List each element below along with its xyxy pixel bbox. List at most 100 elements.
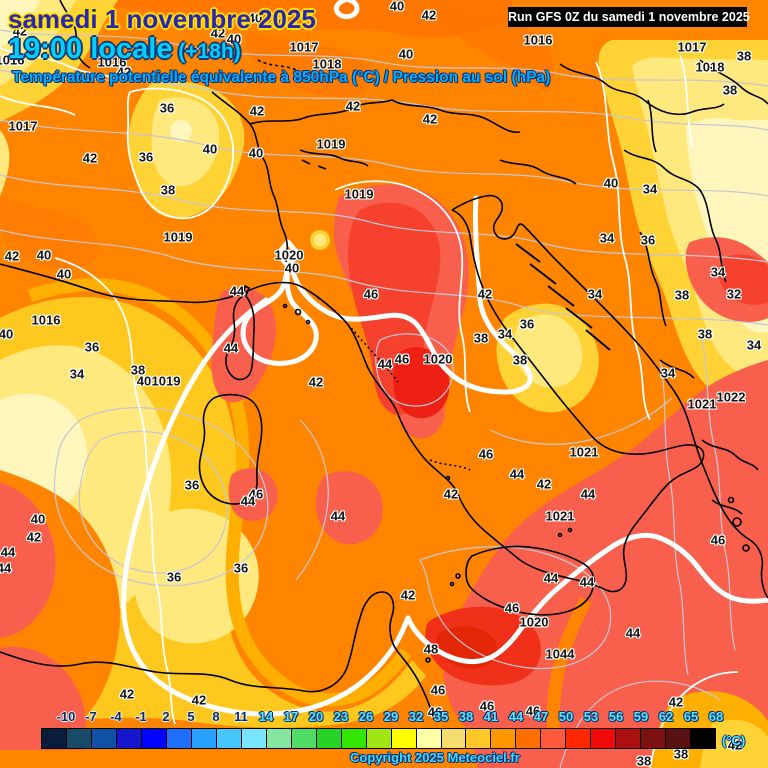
theta-e-label: 38 <box>673 746 689 762</box>
pressure-label: 1021 <box>569 444 599 460</box>
colorbar-tick: 44 <box>508 709 524 724</box>
theta-e-label: 40 <box>226 31 242 47</box>
theta-e-label: 32 <box>726 286 742 302</box>
colorbar-tick: 38 <box>458 709 474 724</box>
pressure-label: 1016 <box>523 32 553 48</box>
colorbar-tick: 50 <box>558 709 574 724</box>
colorbar-tick: 26 <box>358 709 374 724</box>
colorbar-cell <box>166 729 192 748</box>
theta-e-label: 40 <box>398 46 414 62</box>
theta-e-label: 46 <box>394 351 410 367</box>
theta-e-label: 44 <box>0 560 12 576</box>
theta-e-label: 34 <box>710 264 726 280</box>
theta-e-label: 40 <box>0 326 14 342</box>
colorbar-tick: 35 <box>433 709 449 724</box>
theta-e-label: 40 <box>247 10 263 26</box>
colorbar-cell <box>141 729 167 748</box>
theta-e-label: 44 <box>229 283 245 299</box>
map-subtitle: Température potentielle équivalente à 85… <box>12 69 551 86</box>
colorbar-tick: -4 <box>110 709 122 724</box>
theta-e-label: 40 <box>30 511 46 527</box>
theta-e-label: 44 <box>330 508 346 524</box>
theta-e-label: 44 <box>625 625 641 641</box>
theta-e-label: 42 <box>421 7 437 23</box>
pressure-label: 1017 <box>289 39 319 55</box>
colorbar-cell <box>441 729 467 748</box>
colorbar-cell <box>266 729 292 748</box>
colorbar-cell <box>91 729 117 748</box>
theta-e-label: 40 <box>270 15 286 31</box>
theta-e-label: 38 <box>697 326 713 342</box>
theta-e-label: 44 <box>377 356 393 372</box>
colorbar-tick: 47 <box>533 709 549 724</box>
theta-e-label: 42 <box>400 587 416 603</box>
theta-e-label: 44 <box>240 493 256 509</box>
colorbar-cell <box>516 729 542 748</box>
theta-e-label: 42 <box>191 692 207 708</box>
date-title: samedi 1 novembre 2025 <box>8 4 316 34</box>
pressure-label: 1017 <box>8 118 38 134</box>
pressure-label: 1019 <box>163 229 193 245</box>
pressure-label: 1019 <box>344 186 374 202</box>
theta-e-label: 38 <box>636 753 652 768</box>
colorbar-tick: -7 <box>85 709 97 724</box>
colorbar-cell <box>366 729 392 748</box>
colorbar-cell <box>191 729 217 748</box>
forecast-offset: (+18h) <box>172 40 241 63</box>
pressure-label: 1022 <box>716 389 746 405</box>
colorbar-cell <box>416 729 442 748</box>
colorbar-cell <box>391 729 417 748</box>
theta-e-label: 40 <box>603 175 619 191</box>
pressure-label: 1018 <box>695 59 725 75</box>
colorbar-tick: 65 <box>683 709 699 724</box>
theta-e-label: 42 <box>26 529 42 545</box>
colorbar-cell <box>66 729 92 748</box>
colorbar-tick: 5 <box>187 709 195 724</box>
pressure-label: 1020 <box>274 247 304 263</box>
theta-e-label: 38 <box>674 287 690 303</box>
colorbar-cell <box>666 729 692 748</box>
theta-e-label: 42 <box>210 25 226 41</box>
pressure-label: 1021 <box>687 396 717 412</box>
theta-e-label: 34 <box>642 181 658 197</box>
theta-e-label: 40 <box>136 373 152 389</box>
theta-e-label: 44 <box>543 570 559 586</box>
theta-e-label: 40 <box>202 141 218 157</box>
colorbar-tick: 11 <box>234 709 248 724</box>
pressure-label: 1044 <box>545 646 575 662</box>
theta-e-label: 44 <box>580 486 596 502</box>
colorbar-cell <box>591 729 617 748</box>
pressure-label: 1016 <box>0 52 25 68</box>
colorbar-cell <box>241 729 267 748</box>
colorbar-tick: 32 <box>408 709 424 724</box>
theta-e-label: 34 <box>599 230 615 246</box>
theta-e-label: 46 <box>504 600 520 616</box>
pressure-label: 1019 <box>151 373 181 389</box>
theta-e-label: 46 <box>710 532 726 548</box>
colorbar-cell <box>466 729 492 748</box>
theta-e-label: 38 <box>512 352 528 368</box>
theta-e-label: 46 <box>427 704 443 720</box>
theta-e-label: 42 <box>422 111 438 127</box>
theta-e-label: 42 <box>727 737 743 753</box>
unit-label: (°C) <box>722 733 746 748</box>
colorbar-cell <box>541 729 567 748</box>
theta-e-label: 34 <box>587 286 603 302</box>
theta-e-label: 36 <box>159 100 175 116</box>
time-text: 19:00 locale <box>8 33 173 65</box>
theta-e-label: 46 <box>248 486 264 502</box>
colorbar-cell <box>216 729 242 748</box>
theta-e-label: 48 <box>423 641 439 657</box>
theta-e-label: 44 <box>223 340 239 356</box>
pressure-label: 1016 <box>97 54 127 70</box>
theta-e-label: 42 <box>4 248 20 264</box>
colorbar-tick: -10 <box>56 709 76 724</box>
theta-e-label: 42 <box>345 98 361 114</box>
colorbar-cell <box>691 729 716 748</box>
theta-e-label: 36 <box>166 569 182 585</box>
theta-e-label: 34 <box>497 326 513 342</box>
theta-e-label: 42 <box>536 476 552 492</box>
theta-e-label: 36 <box>519 316 535 332</box>
